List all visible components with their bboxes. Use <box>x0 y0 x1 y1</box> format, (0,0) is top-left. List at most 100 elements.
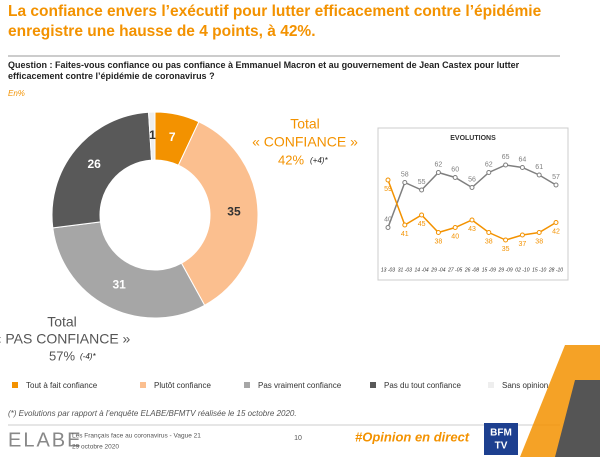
x-tick-label: 15 -09 <box>482 267 496 273</box>
total-value: 57% <box>49 348 75 363</box>
x-tick-label: 13 -03 <box>381 267 395 273</box>
data-label: 57 <box>552 174 560 181</box>
marker <box>435 170 441 175</box>
marker <box>385 225 391 230</box>
data-label: 61 <box>535 164 543 171</box>
unit: En% <box>8 89 25 98</box>
donut-segment <box>177 121 259 306</box>
question: Question : Faites-vous confiance ou pas … <box>8 60 520 81</box>
marker <box>385 177 391 183</box>
x-tick-label: 27 -05 <box>447 267 462 273</box>
legend-swatch <box>488 382 494 388</box>
total-change: (+4)* <box>310 156 328 165</box>
bfm-logo-text: BFM <box>490 428 512 439</box>
marker <box>419 212 425 218</box>
data-label: 1 <box>149 128 156 142</box>
marker <box>402 222 408 228</box>
data-label: 7 <box>169 130 176 144</box>
marker <box>486 230 492 235</box>
study: Les Français face au coronavirus - Vague… <box>72 433 201 440</box>
hashtag: #Opinion en direct <box>355 429 470 444</box>
date: 29 octobre 2020 <box>72 444 119 451</box>
legend-label: Sans opinion <box>502 381 548 390</box>
data-label: 43 <box>468 226 476 233</box>
data-label: 35 <box>502 246 510 253</box>
legend-label: Plutôt confiance <box>154 381 211 390</box>
data-label: 40 <box>384 216 392 223</box>
donut-segment <box>148 111 156 161</box>
brand: ELABE <box>8 429 82 451</box>
marker <box>503 237 509 243</box>
logo-shape <box>555 380 600 457</box>
x-tick-label: 26 -08 <box>464 267 479 273</box>
marker <box>503 162 509 168</box>
data-label: 40 <box>451 233 459 240</box>
data-label: 38 <box>485 238 493 245</box>
total-label: Total <box>47 314 77 330</box>
x-tick-label: 29 -09 <box>498 267 513 273</box>
total-value: 42% <box>278 152 304 167</box>
x-tick-label: 28 -10 <box>548 267 563 273</box>
data-label: 60 <box>451 166 459 173</box>
data-label: 45 <box>418 221 426 228</box>
marker <box>452 225 458 230</box>
marker <box>435 230 441 235</box>
data-label: 26 <box>87 157 101 171</box>
x-tick-label: 31 -03 <box>398 267 412 273</box>
marker <box>452 175 458 180</box>
data-label: 55 <box>418 179 426 186</box>
legend-swatch <box>244 382 250 388</box>
legend-swatch <box>140 382 146 388</box>
data-label: 56 <box>468 176 476 183</box>
data-label: 62 <box>435 161 443 168</box>
legend-label: Tout à fait confiance <box>26 381 98 390</box>
x-tick-label: 02 -10 <box>515 267 529 273</box>
donut-segment <box>51 111 153 229</box>
page-number: 10 <box>294 435 302 442</box>
bfm-logo <box>484 423 518 455</box>
legend-swatch <box>12 382 18 388</box>
data-label: 37 <box>519 241 527 248</box>
marker <box>536 172 542 178</box>
x-tick-label: 14 -04 <box>415 267 429 273</box>
slide-title: La confiance envers l’exécutif pour lutt… <box>8 3 542 40</box>
footnote: (*) Evolutions par rapport à l’enquête E… <box>8 409 297 418</box>
data-label: 65 <box>502 154 510 161</box>
legend-label: Pas vraiment confiance <box>258 381 342 390</box>
marker <box>519 232 525 238</box>
data-label: 41 <box>401 231 409 238</box>
marker <box>553 182 559 188</box>
marker <box>486 170 492 175</box>
data-label: 38 <box>435 238 443 245</box>
total-change: (-4)* <box>80 352 96 361</box>
marker <box>469 185 475 190</box>
marker <box>469 217 475 223</box>
total-name: « PAS CONFIANCE » <box>0 331 131 347</box>
x-tick-label: 29 -04 <box>430 267 445 273</box>
data-label: 31 <box>112 278 126 292</box>
legend-label: Pas du tout confiance <box>384 381 461 390</box>
question-box: Question : Faites-vous confiance ou pas … <box>8 60 520 81</box>
marker <box>402 180 408 185</box>
chart-title: EVOLUTIONS <box>450 135 496 142</box>
legend-swatch <box>370 382 376 388</box>
data-label: 62 <box>485 161 493 168</box>
marker <box>519 165 525 170</box>
bfm-logo-text: TV <box>495 441 508 452</box>
evolution-box <box>377 127 569 281</box>
donut-segment <box>52 221 206 319</box>
marker <box>553 220 559 225</box>
data-label: 64 <box>519 156 527 163</box>
marker <box>536 230 542 235</box>
x-tick-label: 15 -10 <box>532 267 546 273</box>
marker <box>419 187 425 193</box>
total-name: « CONFIANCE » <box>252 134 358 150</box>
data-label: 58 <box>401 171 409 178</box>
data-label: 38 <box>535 238 543 245</box>
data-label: 59 <box>384 186 392 193</box>
data-label: 35 <box>227 205 241 219</box>
total-label: Total <box>290 116 320 132</box>
data-label: 42 <box>552 228 560 235</box>
title-box: La confiance envers l’exécutif pour lutt… <box>8 3 542 40</box>
